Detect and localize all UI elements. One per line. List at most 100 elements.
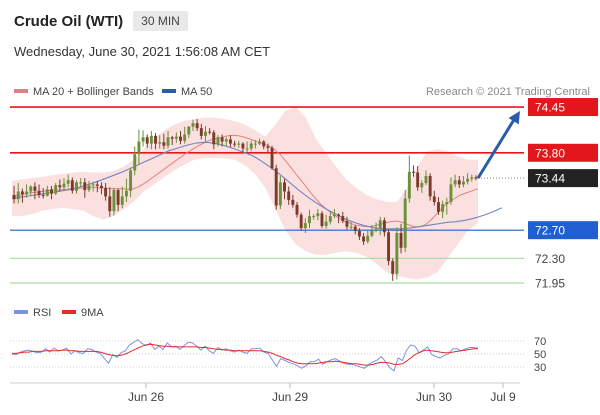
candle	[295, 202, 299, 218]
candle	[187, 126, 191, 138]
candle-body	[91, 184, 95, 186]
candle	[412, 165, 415, 177]
candle-body	[266, 146, 270, 148]
candle-body	[258, 141, 262, 144]
candle-body	[50, 189, 53, 194]
candle-body	[54, 185, 58, 194]
candle-body	[445, 202, 449, 205]
candle	[195, 119, 199, 131]
candle-body	[37, 190, 41, 195]
candle-body	[224, 139, 228, 142]
candle	[29, 185, 33, 196]
candle-body	[158, 142, 162, 144]
candle-body	[149, 135, 153, 144]
candle-body	[378, 220, 382, 229]
candle	[66, 174, 70, 188]
candle-body	[16, 191, 20, 200]
rsi-legend: RSI 9MA	[14, 307, 104, 319]
ma20-legend-swatch	[14, 89, 28, 93]
candle	[324, 214, 328, 229]
candle	[470, 174, 474, 182]
candle-body	[345, 221, 349, 227]
candle-body	[245, 148, 249, 150]
candle	[228, 135, 232, 148]
candle-body	[262, 141, 266, 147]
candle	[357, 228, 361, 241]
candle	[270, 145, 274, 170]
candle-body	[145, 137, 149, 144]
candle	[183, 126, 187, 144]
candle	[141, 130, 145, 147]
candle	[278, 176, 282, 210]
candle-body	[416, 172, 420, 188]
candle	[174, 132, 178, 143]
candle-body	[166, 137, 170, 146]
candle	[374, 222, 378, 233]
level-labels: 74.45 73.80 73.44 72.70 72.30 71.95	[528, 98, 598, 290]
candle	[37, 184, 41, 198]
candle-body	[441, 204, 445, 212]
candle	[91, 181, 95, 192]
candle	[237, 140, 241, 148]
candle-body	[437, 202, 440, 212]
x-tick-label: Jul 9	[490, 390, 516, 404]
candlesticks	[12, 119, 478, 281]
candle-body	[337, 214, 341, 217]
candle-body	[349, 226, 353, 228]
candle	[474, 175, 478, 181]
instrument-title: Crude Oil (WTI)	[14, 12, 124, 30]
candle-body	[295, 204, 299, 215]
candle-body	[270, 147, 274, 169]
candle-body	[407, 171, 411, 199]
candle-body	[216, 137, 220, 145]
support-label-4: 72.30	[535, 252, 565, 266]
candle-body	[108, 196, 112, 212]
candle	[287, 186, 291, 205]
candle	[466, 173, 470, 185]
candle	[262, 140, 266, 150]
candle-body	[237, 143, 241, 145]
candle	[303, 218, 307, 233]
candle-body	[332, 214, 336, 217]
candle-body	[208, 131, 212, 133]
candle	[420, 180, 424, 193]
candle	[366, 230, 370, 244]
candle	[428, 173, 432, 201]
candle-body	[453, 180, 457, 185]
candle-body	[328, 216, 332, 222]
candle	[162, 133, 166, 150]
candle	[154, 133, 158, 150]
candle-body	[41, 195, 45, 196]
candle	[437, 197, 440, 215]
candle	[212, 130, 216, 150]
candle	[337, 213, 341, 224]
candle	[199, 123, 203, 140]
candle	[416, 166, 420, 191]
candle-body	[116, 190, 120, 205]
rsi-tick-30: 30	[534, 362, 546, 374]
candle-body	[399, 233, 403, 248]
timeframe-badge[interactable]: 30 MIN	[133, 11, 188, 31]
forecast-arrow-shaft	[476, 117, 517, 179]
copyright-text: Research © 2021 Trading Central	[426, 86, 590, 98]
candle-body	[79, 182, 83, 184]
candle	[25, 184, 29, 198]
candle-body	[391, 261, 395, 274]
candle-body	[204, 131, 207, 136]
ma50-legend-label: MA 50	[181, 86, 212, 98]
candle	[328, 212, 332, 225]
candle	[75, 180, 78, 194]
bollinger-band-area	[12, 107, 478, 280]
candle	[407, 155, 411, 203]
candle	[378, 216, 382, 236]
ma20-legend-label: MA 20 + Bollinger Bands	[33, 86, 154, 98]
candle	[216, 135, 220, 147]
candle	[441, 200, 445, 219]
candle	[208, 128, 212, 135]
candle	[179, 130, 182, 145]
candle	[457, 176, 461, 188]
bollinger-bands	[12, 107, 478, 280]
rsi-tick-70: 70	[534, 336, 546, 348]
